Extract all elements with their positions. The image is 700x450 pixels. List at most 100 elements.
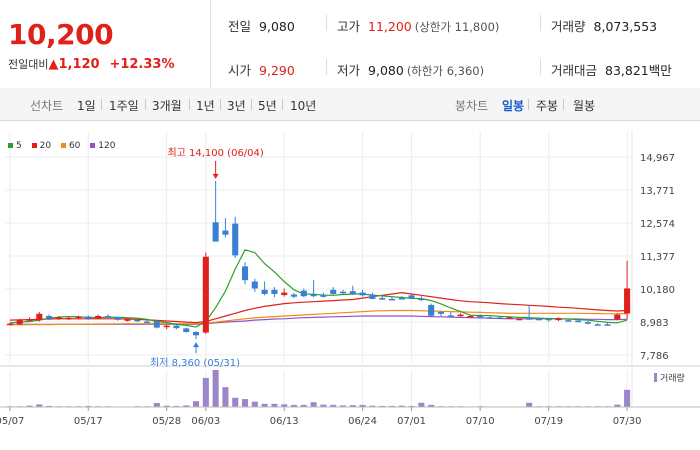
candle-body: [486, 317, 493, 319]
candle-body: [55, 317, 62, 319]
x-tick-label: 07/01: [397, 416, 426, 427]
period-daily-button[interactable]: 일봉: [502, 99, 525, 113]
range-1d-button[interactable]: 1일: [77, 99, 96, 113]
x-tick-label: 06/03: [191, 416, 220, 427]
volume-legend-label: 거래량: [660, 372, 685, 384]
y-tick-label: 12,574: [640, 219, 675, 230]
candle-body: [388, 298, 396, 301]
range-5y-button[interactable]: 5년: [258, 99, 277, 113]
x-tick-label: 06/24: [348, 416, 377, 427]
y-tick-label: 14,967: [640, 153, 675, 164]
legend-swatch: [60, 143, 66, 148]
current-price: 10,200: [8, 18, 114, 51]
divider: [251, 99, 252, 110]
legend-swatch: [8, 143, 13, 148]
divider: [189, 99, 190, 110]
candle-body: [193, 332, 200, 336]
candle-body: [281, 292, 288, 296]
range-1w-button[interactable]: 1주일: [109, 99, 139, 113]
candles: [6, 180, 631, 340]
volume-bar: [418, 402, 425, 407]
range-10y-button[interactable]: 10년: [290, 99, 317, 113]
y-tick-label: 8,983: [640, 318, 669, 329]
divider: [528, 99, 529, 110]
y-tick-label: 13,771: [640, 186, 675, 197]
divider: [220, 99, 221, 110]
ma20-line: [9, 291, 628, 324]
stat-value: 11,200: [368, 19, 412, 34]
volume-bar: [388, 405, 396, 407]
candle-body: [241, 266, 249, 281]
candle-body: [104, 316, 111, 318]
stat-label: 전일: [228, 19, 252, 34]
change-label: 전일대비: [8, 58, 49, 71]
axes: 7,786 8,983 10,180 11,377 12,574 13,771 14,967…: [0, 130, 700, 427]
volume-bar: [290, 404, 298, 407]
candle-body: [624, 288, 631, 314]
candle-body: [457, 314, 464, 317]
legend-swatch: [90, 143, 96, 148]
candle-body: [163, 325, 170, 328]
stat-high: 고가 11,200 (상한가 11,800): [337, 16, 499, 35]
period-weekly-button[interactable]: 주봉: [536, 99, 559, 113]
volume-bar: [26, 405, 33, 407]
candle-body: [339, 291, 347, 294]
candle-body: [144, 321, 151, 324]
volume-bar: [339, 405, 347, 407]
stat-amount: 거래대금 83,821백만: [551, 60, 672, 79]
candle-body: [202, 256, 209, 333]
candle-body: [584, 322, 591, 324]
period-monthly-button[interactable]: 월봉: [573, 99, 596, 113]
volume-bar: [398, 405, 405, 407]
candle-body: [604, 324, 611, 326]
ma60-line: [9, 309, 628, 326]
divider: [282, 99, 283, 110]
volume-bar: [624, 389, 631, 407]
y-tick-label: 7,786: [640, 351, 669, 362]
candle-body: [232, 223, 239, 256]
candle-body: [565, 320, 572, 322]
volume-bar: [232, 397, 239, 407]
candle-body: [114, 317, 121, 320]
candle-body: [614, 314, 621, 320]
range-3y-button[interactable]: 3년: [227, 99, 246, 113]
high-annotation-label: 최고 14,100 (06/04): [167, 147, 263, 159]
chart-toolbar: 선차트 1일 1주일 3개월 1년 3년 5년 10년 봉차트 일봉 주봉 월봉: [0, 88, 700, 121]
candle-body: [36, 313, 43, 321]
candle-body: [398, 298, 405, 300]
volume-bar: [379, 405, 386, 407]
candle-body: [65, 317, 72, 320]
candle-body: [6, 323, 13, 326]
range-1y-button[interactable]: 1년: [196, 99, 215, 113]
stat-label: 거래대금: [551, 63, 598, 78]
stat-value: 8,073,553: [593, 19, 658, 34]
volume-bar: [173, 405, 180, 407]
volume-bar: [36, 404, 43, 407]
candle-body: [300, 290, 307, 297]
x-tick-label: 07/30: [613, 416, 642, 427]
stat-volume: 거래량 8,073,553: [551, 16, 657, 35]
legend-label: 120: [98, 141, 116, 151]
y-tick-label: 10,180: [640, 285, 675, 296]
candle-body: [251, 281, 258, 289]
candle-body: [379, 298, 386, 300]
stat-label: 저가: [337, 63, 361, 78]
candle-body: [369, 294, 376, 299]
candle-body: [310, 293, 317, 297]
stat-unit: 백만: [648, 63, 672, 78]
range-3m-button[interactable]: 3개월: [152, 99, 182, 113]
volume-bar: [163, 405, 170, 407]
candle-body: [594, 324, 601, 326]
candle-body: [75, 316, 82, 319]
candle-body: [271, 289, 278, 294]
stat-low: 저가 9,080 (하한가 6,360): [337, 60, 484, 79]
volume-bar: [408, 405, 415, 407]
divider: [540, 15, 541, 31]
candle-body: [555, 318, 562, 321]
stat-sub: (하한가 6,360): [406, 64, 485, 78]
legend-item-ma5: 5: [8, 141, 22, 151]
volume-bar: [310, 402, 317, 407]
volume-bar: [202, 377, 209, 407]
volume-bar: [212, 370, 219, 407]
stat-value: 9,080: [368, 63, 404, 78]
